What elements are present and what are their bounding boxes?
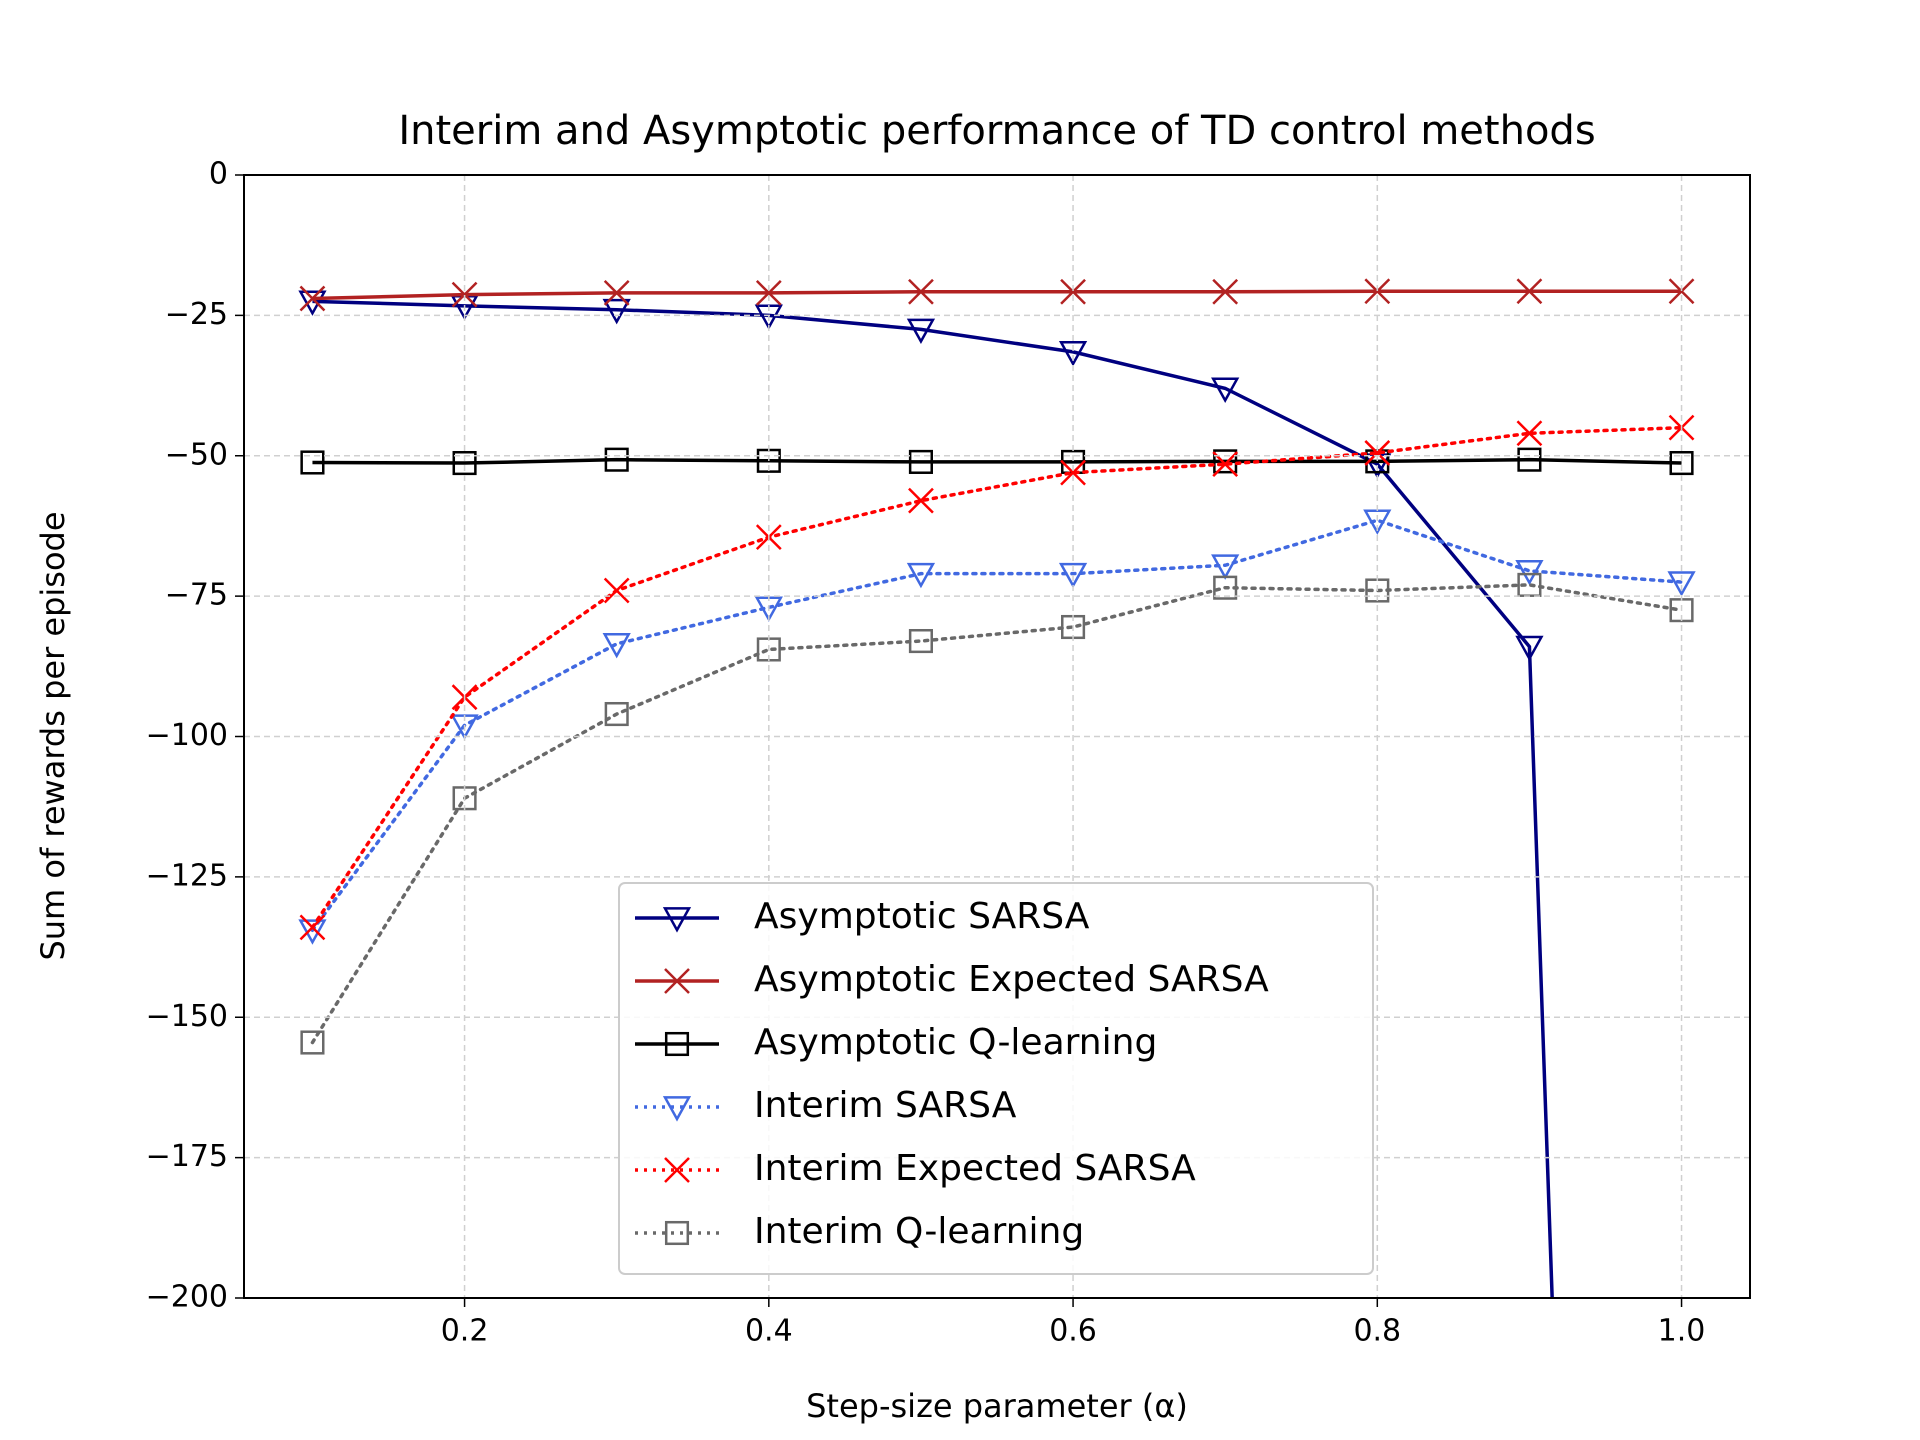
plot-area bbox=[298, 278, 1696, 1298]
y-tick-label: −100 bbox=[146, 718, 228, 753]
marker bbox=[602, 633, 631, 659]
marker bbox=[664, 1031, 690, 1057]
marker bbox=[755, 280, 782, 306]
x-tick-label: 0.8 bbox=[1353, 1314, 1401, 1349]
series-line bbox=[312, 299, 1554, 1298]
marker bbox=[906, 562, 936, 589]
marker bbox=[1211, 554, 1240, 580]
x-tick-label: 1.0 bbox=[1658, 1314, 1706, 1349]
chart-title: Interim and Asymptotic performance of TD… bbox=[398, 108, 1595, 154]
series-line bbox=[310, 425, 1684, 930]
y-tick-label: −125 bbox=[146, 858, 228, 893]
marker bbox=[1060, 459, 1086, 486]
series-line bbox=[312, 457, 1682, 465]
marker bbox=[664, 968, 690, 994]
marker bbox=[300, 450, 325, 475]
y-tick-label: −75 bbox=[165, 578, 228, 613]
marker bbox=[1364, 440, 1391, 466]
marker bbox=[906, 318, 936, 344]
axes-frame bbox=[243, 174, 1751, 1299]
marker bbox=[603, 280, 630, 306]
x-tick-label: 0.6 bbox=[1049, 1314, 1097, 1349]
legend-label: Interim Expected SARSA bbox=[754, 1148, 1196, 1189]
marker bbox=[603, 577, 630, 604]
y-axis-label: Sum of rewards per episode bbox=[34, 511, 72, 960]
legend-label: Interim Q-learning bbox=[754, 1211, 1084, 1252]
series-line bbox=[310, 583, 1684, 1045]
marker bbox=[1515, 635, 1544, 662]
marker bbox=[1213, 575, 1238, 600]
marker bbox=[908, 278, 934, 305]
marker bbox=[1668, 278, 1695, 305]
marker bbox=[298, 919, 327, 945]
marker bbox=[664, 1157, 690, 1183]
marker bbox=[299, 914, 326, 941]
marker bbox=[1516, 420, 1543, 447]
x-tick-label: 0.2 bbox=[441, 1314, 489, 1349]
marker bbox=[1060, 278, 1086, 305]
marker bbox=[662, 1096, 692, 1122]
marker bbox=[604, 447, 629, 472]
y-tick-label: 0 bbox=[209, 157, 228, 192]
marker bbox=[1515, 560, 1544, 586]
marker bbox=[908, 487, 934, 514]
marker bbox=[298, 290, 327, 316]
legend-label: Asymptotic SARSA bbox=[754, 896, 1090, 937]
marker bbox=[908, 628, 933, 654]
marker bbox=[300, 1030, 325, 1055]
legend-box bbox=[618, 882, 1374, 1275]
marker bbox=[664, 1220, 690, 1246]
marker bbox=[1517, 447, 1542, 472]
marker bbox=[451, 281, 478, 308]
y-tick-label: −50 bbox=[165, 437, 228, 472]
marker bbox=[1058, 341, 1088, 367]
marker bbox=[1516, 278, 1543, 305]
x-axis-label: Step-size parameter (α) bbox=[806, 1387, 1188, 1425]
legend-label: Asymptotic Expected SARSA bbox=[754, 959, 1269, 1000]
marker bbox=[1211, 377, 1240, 403]
marker bbox=[1669, 450, 1694, 476]
marker bbox=[1058, 562, 1088, 589]
marker bbox=[908, 449, 933, 474]
marker bbox=[299, 285, 326, 312]
legend: Asymptotic SARSA Asymptotic Expected SARS… bbox=[618, 882, 1374, 1275]
y-tick-label: −25 bbox=[165, 297, 228, 332]
y-tick-label: −200 bbox=[146, 1280, 228, 1315]
marker bbox=[1212, 278, 1239, 305]
y-tick-label: −175 bbox=[146, 1139, 228, 1174]
series-line bbox=[310, 518, 1684, 932]
legend-label: Interim SARSA bbox=[754, 1085, 1017, 1126]
marker bbox=[604, 701, 629, 727]
legend-label: Asymptotic Q-learning bbox=[754, 1022, 1157, 1063]
marker bbox=[1213, 449, 1238, 474]
series-line bbox=[312, 289, 1682, 301]
x-tick-label: 0.4 bbox=[745, 1314, 793, 1349]
y-tick-label: −150 bbox=[146, 999, 228, 1034]
marker bbox=[602, 298, 631, 325]
marker bbox=[452, 450, 477, 476]
marker bbox=[662, 907, 692, 933]
marker bbox=[1667, 571, 1696, 597]
marker bbox=[1364, 278, 1391, 305]
